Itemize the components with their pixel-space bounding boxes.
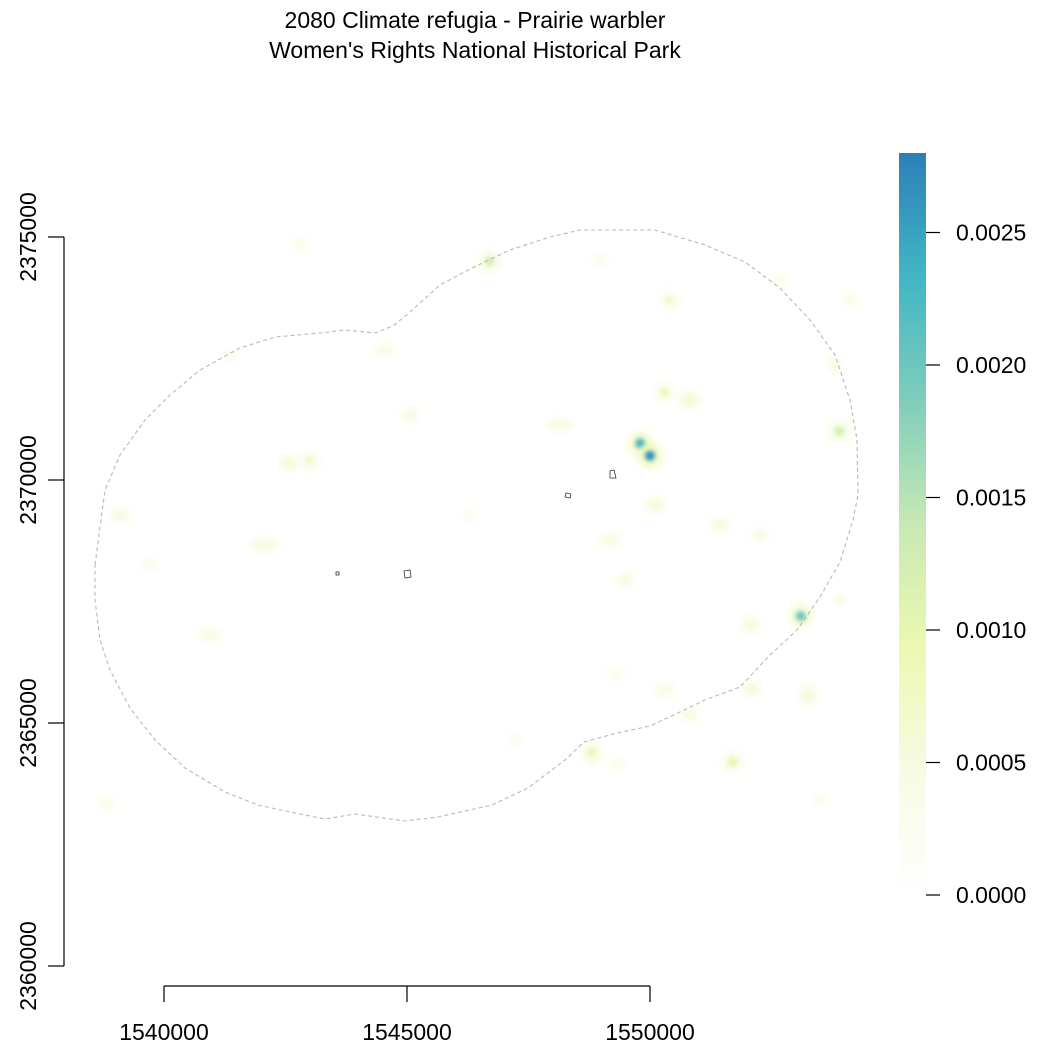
park-unit-outline — [609, 469, 617, 479]
y-tick-label: 2375000 — [15, 192, 41, 282]
hotspot-core — [645, 450, 655, 461]
study-area-boundary — [94, 229, 859, 822]
y-axis: 2360000 2365000 2370000 2375000 — [15, 192, 65, 1011]
legend-tick-label: 0.0005 — [956, 750, 1026, 776]
hotspot — [603, 662, 628, 687]
hotspot — [652, 380, 677, 405]
legend-tick-label: 0.0000 — [956, 882, 1026, 908]
legend-tick-label: 0.0025 — [956, 220, 1026, 246]
x-axis: 1540000 1545000 1550000 — [119, 985, 695, 1045]
hotspot — [477, 249, 502, 274]
park-unit-outline — [564, 492, 572, 499]
hotspot — [720, 749, 745, 774]
hotspot — [827, 419, 852, 444]
hotspot-core — [664, 295, 675, 306]
map-subtitle: Women's Rights National Historical Park — [269, 37, 681, 63]
suitability-raster — [99, 239, 856, 808]
hotspot — [740, 676, 765, 701]
hotspot-core — [635, 438, 646, 449]
hotspot-core — [586, 747, 597, 758]
y-tick-label: 2365000 — [15, 678, 41, 768]
legend-ticks: 0.0000 0.0005 0.0010 0.0015 0.0020 0.0025 — [926, 220, 1026, 908]
hotspot-layer — [297, 249, 852, 774]
x-tick-label: 1550000 — [605, 1019, 695, 1045]
hotspot — [638, 443, 662, 468]
hotspot-core — [610, 669, 621, 680]
hotspot — [657, 288, 682, 313]
hotspot-core — [304, 455, 315, 466]
low-value-patches — [99, 239, 856, 808]
hotspot-core — [747, 683, 758, 694]
park-unit-outline — [335, 571, 340, 576]
y-tick-label: 2370000 — [15, 435, 41, 525]
hotspot — [579, 740, 604, 765]
hotspot-core — [727, 756, 738, 767]
park-unit-outline — [403, 569, 412, 579]
legend-color-bar — [899, 153, 926, 895]
hotspot-core — [795, 611, 806, 622]
map-title: 2080 Climate refugia - Prairie warbler — [284, 7, 666, 33]
legend-tick-label: 0.0020 — [956, 352, 1026, 378]
y-tick-label: 2360000 — [15, 921, 41, 1011]
legend-tick-label: 0.0010 — [956, 617, 1026, 643]
hotspot — [788, 604, 813, 629]
x-tick-label: 1540000 — [119, 1019, 209, 1045]
park-unit-outlines — [335, 469, 617, 579]
x-tick-label: 1545000 — [362, 1019, 452, 1045]
hotspot-core — [834, 426, 845, 437]
color-legend: 0.0000 0.0005 0.0010 0.0015 0.0020 0.0025 — [899, 153, 1026, 908]
hotspot-core — [659, 387, 670, 398]
legend-tick-label: 0.0015 — [956, 485, 1026, 511]
hotspot — [297, 448, 322, 473]
